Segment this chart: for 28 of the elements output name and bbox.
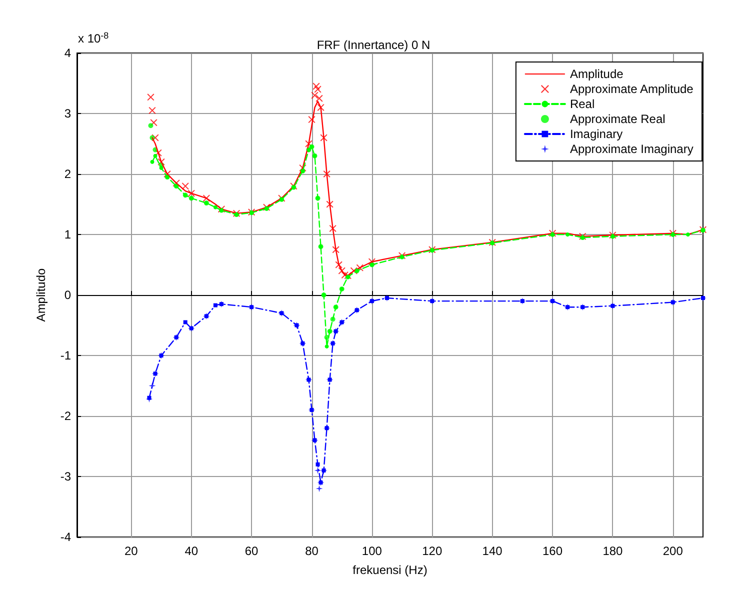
legend-label: Imaginary bbox=[570, 127, 623, 141]
x-tick-label: 120 bbox=[422, 544, 442, 558]
x-tick-label: 160 bbox=[542, 544, 563, 558]
y-tick-label: -3 bbox=[60, 470, 72, 484]
y-tick-label: 3 bbox=[64, 106, 72, 120]
x-tick-label: 180 bbox=[602, 544, 624, 558]
x-tick-label: 200 bbox=[662, 544, 684, 558]
y-axis-title: Amplitudo bbox=[34, 268, 48, 322]
x-tick-label: 40 bbox=[184, 544, 198, 558]
chart-title: FRF (Innertance) 0 N bbox=[316, 38, 430, 52]
y-tick-label: -4 bbox=[60, 530, 72, 544]
y-tick-label: -2 bbox=[60, 409, 72, 423]
x-tick-label: 100 bbox=[362, 544, 382, 558]
legend-label: Approximate Amplitude bbox=[570, 82, 694, 96]
legend-label: Approximate Real bbox=[570, 112, 666, 126]
legend-label: Approximate Imaginary bbox=[570, 142, 694, 156]
y-tick-label: 0 bbox=[64, 288, 72, 302]
y-tick-label: 4 bbox=[64, 46, 72, 60]
x-tick-label: 20 bbox=[124, 544, 138, 558]
x-tick-label: 80 bbox=[305, 544, 319, 558]
legend-label: Amplitude bbox=[570, 67, 624, 81]
x-tick-label: 60 bbox=[244, 544, 259, 558]
x-axis-title: frekuensi (Hz) bbox=[352, 563, 428, 577]
y-tick-label: -1 bbox=[60, 348, 72, 362]
x-tick-label: 140 bbox=[482, 544, 503, 558]
y-tick-label: 2 bbox=[64, 167, 72, 181]
legend-label: Real bbox=[570, 97, 595, 111]
y-tick-label: 1 bbox=[64, 228, 72, 242]
